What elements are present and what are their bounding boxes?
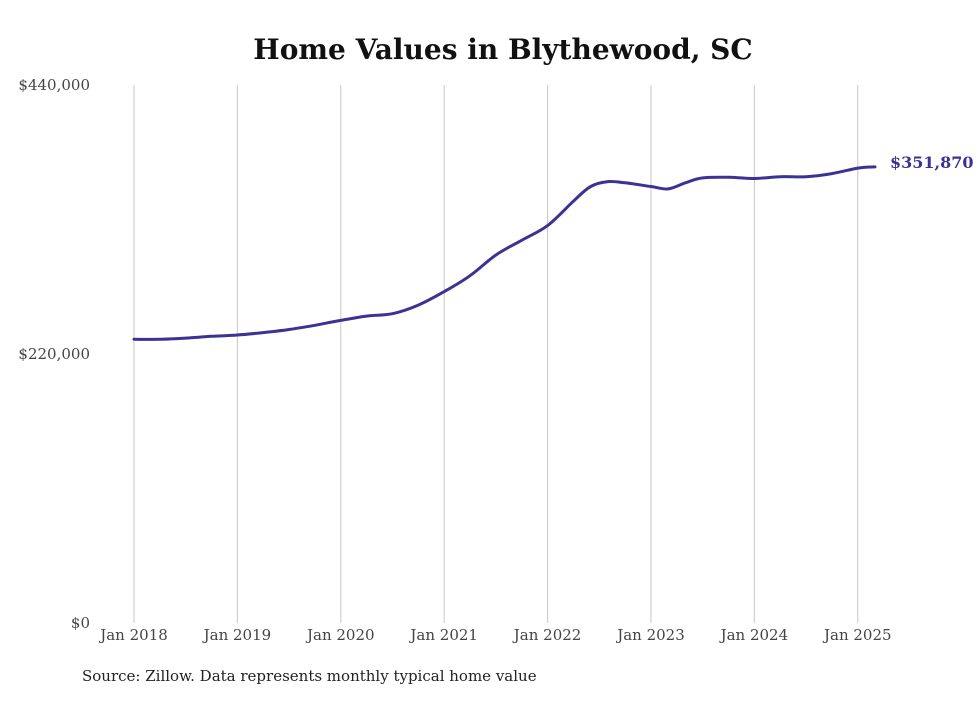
y-tick-label: $220,000: [18, 345, 90, 363]
series-line: [132, 165, 877, 341]
y-tick-label: $0: [71, 614, 90, 632]
x-tick-label: Jan 2025: [822, 626, 892, 644]
y-tick-label: $440,000: [18, 76, 90, 94]
end-value-label: $351,870: [890, 153, 974, 172]
chart-title: Home Values in Blythewood, SC: [253, 33, 752, 66]
source-note: Source: Zillow. Data represents monthly …: [82, 667, 537, 685]
x-tick-label: Jan 2018: [98, 626, 168, 644]
series-layer: $351,870: [132, 153, 974, 341]
grid: [133, 85, 859, 623]
x-axis: Jan 2018 Jan 2019 Jan 2020 Jan 2021 Jan 2022…: [98, 626, 891, 644]
y-axis: $0 $220,000 $440,000: [18, 76, 90, 632]
x-tick-label: Jan 2024: [719, 626, 789, 644]
x-tick-label: Jan 2020: [305, 626, 375, 644]
x-tick-label: Jan 2021: [408, 626, 478, 644]
x-tick-label: Jan 2023: [615, 626, 685, 644]
x-tick-label: Jan 2019: [202, 626, 272, 644]
x-tick-label: Jan 2022: [512, 626, 582, 644]
